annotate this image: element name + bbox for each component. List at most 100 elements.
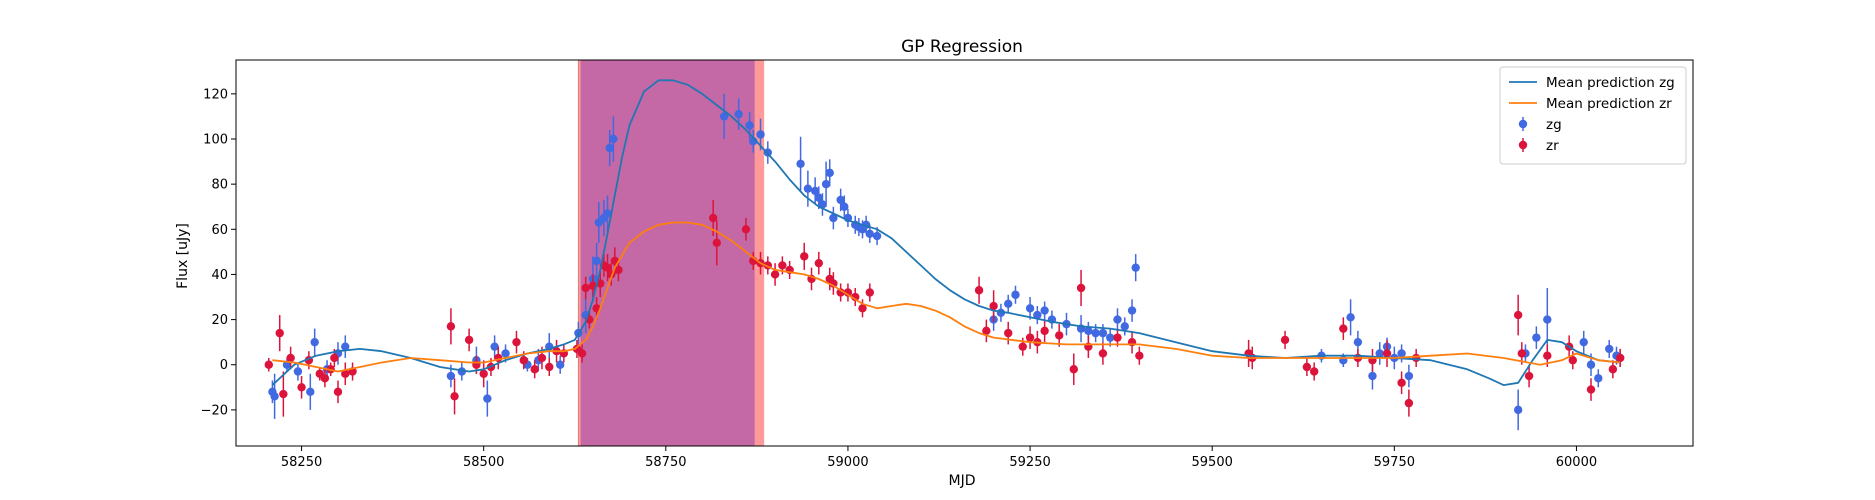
data-point-zg <box>865 229 874 239</box>
shaded-region-2 <box>580 60 755 446</box>
data-point-zr <box>464 335 474 345</box>
legend-marker-swatch <box>1518 119 1528 129</box>
data-point-zr <box>614 265 623 275</box>
data-point-zg <box>1127 306 1137 315</box>
data-point-zr <box>1302 362 1312 372</box>
data-point-zr <box>858 304 867 313</box>
data-point-zg <box>1084 326 1093 336</box>
data-point-zr <box>865 288 874 297</box>
data-point-zr <box>1040 326 1049 336</box>
x-tick-label: 60000 <box>1556 455 1597 470</box>
data-point-zr <box>1382 349 1392 358</box>
legend-item: zr <box>1518 138 1559 154</box>
data-point-zr <box>989 301 998 311</box>
data-point-zg <box>1011 290 1020 299</box>
data-point-zg <box>1368 371 1377 381</box>
data-point-zg <box>1033 310 1042 320</box>
legend-marker-swatch <box>1518 140 1528 150</box>
data-point-zr <box>1397 378 1406 387</box>
data-point-zg <box>1098 328 1108 338</box>
y-axis-label: Flux [uJy] <box>175 223 191 289</box>
y-tick-label: 100 <box>203 133 228 148</box>
data-point-zg <box>756 130 765 139</box>
data-point-zr <box>264 360 273 369</box>
data-point-zr <box>581 283 590 293</box>
data-point-zr <box>1076 283 1086 293</box>
legend-item: zg <box>1518 117 1562 133</box>
legend-item: Mean prediction zr <box>1509 96 1672 112</box>
data-point-zg <box>1543 315 1552 324</box>
data-point-zr <box>1513 310 1523 320</box>
data-point-zr <box>982 326 991 336</box>
legend-item: Mean prediction zg <box>1509 75 1675 91</box>
y-tick-label: 60 <box>211 223 228 238</box>
y-tick-label: 40 <box>211 268 228 283</box>
data-point-zg <box>825 168 834 178</box>
data-point-zr <box>530 365 539 374</box>
data-point-zg <box>1594 374 1603 383</box>
data-point-zr <box>1517 349 1527 358</box>
data-point-zg <box>609 134 618 144</box>
data-point-zg <box>840 202 849 211</box>
data-point-zr <box>330 353 339 363</box>
data-point-zr <box>320 374 330 383</box>
data-point-zg <box>1120 322 1129 331</box>
data-point-zg <box>814 193 823 202</box>
data-point-zr <box>974 286 984 295</box>
legend-label: zr <box>1546 138 1559 154</box>
data-point-zg <box>310 337 319 347</box>
data-point-zr <box>1098 349 1108 358</box>
data-point-zr <box>1615 353 1625 363</box>
line-mean-prediction-zg <box>271 79 1621 387</box>
y-tick-label: 20 <box>211 313 228 328</box>
data-point-zr <box>1404 398 1414 408</box>
y-tick-label: −20 <box>201 403 228 418</box>
data-point-zg <box>734 109 743 119</box>
data-point-zr <box>1069 365 1078 374</box>
x-tick-label: 58500 <box>463 455 504 470</box>
line-mean-prediction-zr <box>272 221 1621 373</box>
x-tick-label: 58250 <box>281 455 322 470</box>
x-tick-label: 58750 <box>645 455 686 470</box>
data-point-zg <box>592 256 601 266</box>
data-point-zg <box>306 387 315 397</box>
data-point-zr <box>836 288 845 297</box>
data-point-zg <box>1353 337 1363 347</box>
data-point-zg <box>270 392 279 401</box>
chart-title: GP Regression <box>901 37 1023 57</box>
data-point-zg <box>490 342 499 351</box>
data-point-zg <box>1532 333 1541 342</box>
data-point-zg <box>293 367 303 376</box>
data-point-zg <box>1579 337 1588 347</box>
data-point-zg <box>1346 313 1355 322</box>
data-point-zg <box>803 184 813 193</box>
x-tick-label: 59500 <box>1192 455 1233 470</box>
series-zg <box>268 93 1625 431</box>
data-point-zg <box>1040 306 1049 315</box>
data-point-zg <box>745 121 754 130</box>
data-point-zr <box>1524 371 1534 381</box>
legend-box <box>1499 66 1687 165</box>
data-point-zg <box>1113 315 1122 324</box>
y-tick-label: 80 <box>211 178 228 193</box>
data-point-zr <box>1025 333 1035 342</box>
data-point-zr <box>446 322 456 331</box>
data-point-zr <box>741 225 751 234</box>
y-tick-label: 0 <box>220 358 228 373</box>
data-point-zr <box>851 292 860 302</box>
data-point-zr <box>1055 331 1064 340</box>
data-point-zr <box>275 328 284 338</box>
data-point-zr <box>1568 356 1577 365</box>
data-point-zg <box>1586 360 1596 369</box>
x-tick-label: 59750 <box>1374 455 1415 470</box>
legend-label: Mean prediction zr <box>1546 96 1672 112</box>
plot-frame <box>235 59 1694 447</box>
data-point-zr <box>712 238 722 248</box>
data-point-zg <box>446 371 456 381</box>
data-point-zg <box>1605 344 1614 354</box>
data-point-zg <box>1091 328 1100 338</box>
data-point-zr <box>800 252 809 261</box>
legend: Mean prediction zg Mean prediction zr zg zr <box>1499 66 1687 165</box>
data-point-zg <box>872 231 882 241</box>
